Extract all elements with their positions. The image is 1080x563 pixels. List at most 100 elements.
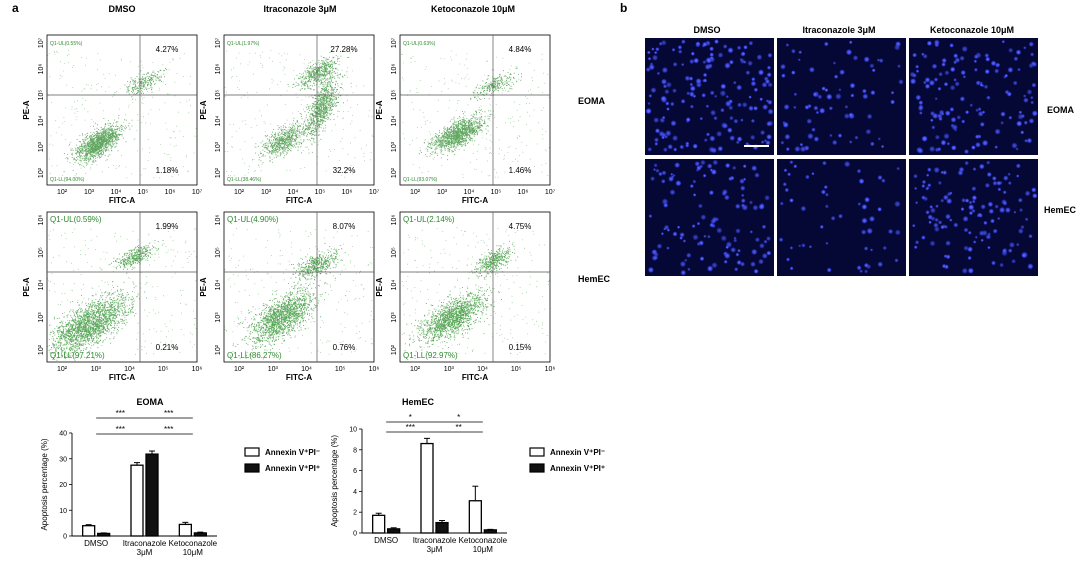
fluorescence-image-grid <box>645 38 1039 276</box>
x-tick-label: 10⁷ <box>192 189 203 196</box>
x-tick-label: 10⁵ <box>158 366 169 373</box>
x-tick-label: 10² <box>57 189 68 196</box>
x-tick-label: 10² <box>57 366 68 373</box>
significance-label: *** <box>164 409 173 418</box>
x-tick-label: 10³ <box>268 366 279 373</box>
quadrant-ur-value: 4.84% <box>509 45 532 54</box>
quadrant-ur-value: 4.27% <box>156 45 179 54</box>
y-tick-label: 10⁶ <box>215 64 222 75</box>
y-tick-label: 10⁶ <box>391 64 398 75</box>
y-tick-label: 10⁴ <box>215 116 222 127</box>
y-tick-label: 10⁴ <box>215 280 222 291</box>
legend-label: Annexin V⁺PI⁺ <box>265 464 320 473</box>
y-tick-label: 6 <box>353 468 357 475</box>
x-tick-label: 10⁴ <box>301 366 312 373</box>
flow-cytometry-grid: Q1-UL(0.55%) Q1-LL(94.00%) 4.27% 1.18% 10² 10… <box>22 34 556 382</box>
x-tick-label: 10⁴ <box>477 366 488 373</box>
bar-1-1 <box>435 521 449 534</box>
x-tick-label: 10² <box>234 366 245 373</box>
quadrant-ll-label: Q1-LL(94.00%) <box>50 177 85 183</box>
y-tick-label: 10² <box>391 344 398 355</box>
x-axis-title: FITC-A <box>286 373 312 382</box>
img-row-label-eoma: EOMA <box>1047 105 1075 115</box>
category-label: Itraconazole <box>413 536 457 545</box>
fluorescence-image-hemec-2 <box>909 159 1038 276</box>
x-axis-title: FITC-A <box>462 373 488 382</box>
y-tick-label: 10⁴ <box>391 116 398 127</box>
y-tick-label: 2 <box>353 510 357 517</box>
flow-plot-eoma-2: Q1-UL(0.63%) Q1-LL(93.07%) 4.84% 1.46% 10² 10… <box>375 34 556 205</box>
scale-bar <box>744 145 769 147</box>
y-tick-label: 0 <box>353 531 357 538</box>
x-tick-label: 10³ <box>84 189 95 196</box>
legend-swatch <box>529 447 545 457</box>
quadrant-ul-label: Q1-UL(0.55%) <box>50 41 83 47</box>
quadrant-ur-value: 8.07% <box>333 222 356 231</box>
flow-plot-hemec-0: Q1-UL(0.59%) Q1-LL(97.21%) 1.99% 0.21% 10² 10… <box>22 211 202 382</box>
y-tick-label: 0 <box>63 534 67 541</box>
significance-label: ** <box>456 423 462 432</box>
quadrant-ll-label: Q1-LL(97.21%) <box>50 351 105 360</box>
quadrant-ul-label: Q1-UL(0.63%) <box>403 41 436 47</box>
x-axis-title: FITC-A <box>462 196 488 205</box>
category-label: Ketoconazole <box>459 536 508 545</box>
x-tick-label: 10⁷ <box>369 189 380 196</box>
y-tick-label: 10⁵ <box>38 247 45 258</box>
chart-title: EOMA <box>137 397 165 407</box>
flow-plot-frame <box>223 211 375 363</box>
y-axis-title: PE-A <box>22 277 31 296</box>
legend-label: Annexin V⁺PI⁻ <box>265 448 320 457</box>
flow-scatter <box>47 50 198 179</box>
flow-plot-frame <box>46 34 198 186</box>
legend-label: Annexin V⁺PI⁺ <box>550 464 605 473</box>
category-label: Ketoconazole <box>169 539 218 548</box>
flow-plot-frame <box>399 34 551 186</box>
y-tick-label: 10⁷ <box>38 37 45 48</box>
y-tick-label: 10³ <box>391 312 398 323</box>
quadrant-lr-value: 1.46% <box>509 166 532 175</box>
quadrant-lr-value: 0.15% <box>509 343 532 352</box>
y-tick-label: 10⁶ <box>215 215 222 226</box>
flow-col-title-ketoconazole: Ketoconazole 10μM <box>431 4 515 14</box>
bar-0-0 <box>82 525 96 537</box>
bar-1-1 <box>145 453 159 537</box>
y-tick-label: 10⁴ <box>391 280 398 291</box>
category-label: DMSO <box>374 536 398 545</box>
flow-scatter <box>47 228 198 362</box>
quadrant-ll-label: Q1-LL(93.07%) <box>403 177 438 183</box>
significance-label: *** <box>116 409 125 418</box>
y-tick-label: 10⁶ <box>38 215 45 226</box>
y-tick-label: 10⁵ <box>215 90 222 101</box>
flow-plot-hemec-2: Q1-UL(2.14%) Q1-LL(92.97%) 4.75% 0.15% 10² 10… <box>375 211 556 382</box>
category-label: 3μM <box>427 545 443 554</box>
y-axis-title: PE-A <box>375 277 384 296</box>
x-tick-label: 10⁶ <box>165 189 176 196</box>
bar-chart-hemec: HemEC 0 2 4 6 8 10 Apoptosis percentage (%) DMSO… <box>330 397 605 554</box>
significance-label: *** <box>116 425 125 434</box>
y-axis-title: PE-A <box>22 100 31 119</box>
y-tick-label: 10 <box>59 508 67 515</box>
x-tick-label: 10⁵ <box>138 189 149 196</box>
category-label: 3μM <box>137 548 153 557</box>
quadrant-lr-value: 32.2% <box>333 166 356 175</box>
flow-plot-eoma-1: Q1-UL(1.97%) Q1-LL(38.46%) 27.28% 32.2% 10² 1… <box>199 34 380 205</box>
y-tick-label: 10⁷ <box>215 37 222 48</box>
y-tick-label: 10² <box>38 344 45 355</box>
flow-plot-hemec-1: Q1-UL(4.90%) Q1-LL(86.27%) 8.07% 0.76% 10² 10… <box>199 211 379 382</box>
x-tick-label: 10⁵ <box>315 189 326 196</box>
flow-scatter <box>224 45 375 178</box>
y-axis-title: PE-A <box>375 100 384 119</box>
y-axis-title: PE-A <box>199 100 208 119</box>
quadrant-lr-value: 0.21% <box>156 343 179 352</box>
x-tick-label: 10⁶ <box>545 366 556 373</box>
img-col-title-dmso: DMSO <box>694 25 721 35</box>
category-label: 10μM <box>183 548 204 557</box>
bar-1-2 <box>483 529 497 534</box>
x-tick-label: 10² <box>410 366 421 373</box>
quadrant-ur-value: 1.99% <box>156 222 179 231</box>
significance-label: * <box>409 413 412 422</box>
legend-swatch <box>244 447 260 457</box>
x-tick-label: 10⁶ <box>342 189 353 196</box>
